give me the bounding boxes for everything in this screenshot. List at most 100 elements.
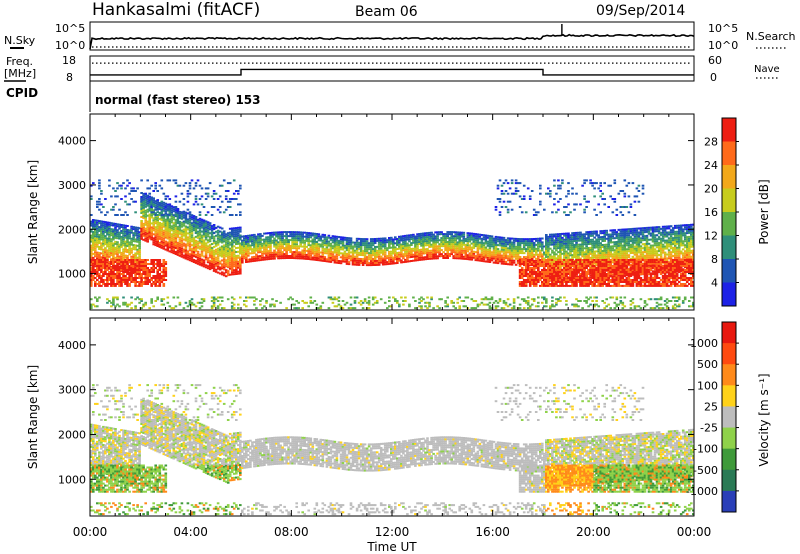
rti-cell bbox=[218, 248, 222, 251]
rti-cell bbox=[561, 258, 564, 261]
rti-cell bbox=[291, 247, 294, 250]
rti-cell bbox=[237, 226, 240, 229]
rti-cell bbox=[126, 271, 129, 273]
rti-cell bbox=[516, 190, 520, 192]
rti-cell bbox=[108, 263, 111, 266]
rti-cell bbox=[249, 244, 252, 247]
rti-cell bbox=[154, 244, 158, 247]
rti-cell bbox=[482, 248, 486, 251]
rti-cell bbox=[98, 228, 101, 231]
rti-cell bbox=[156, 284, 160, 287]
rti-cell bbox=[106, 211, 109, 214]
rti-cell bbox=[484, 260, 488, 263]
rti-cell bbox=[476, 245, 480, 248]
rti-cell bbox=[512, 307, 516, 310]
rti-cell bbox=[180, 251, 184, 254]
rti-cell bbox=[122, 230, 125, 233]
rti-cell bbox=[148, 279, 152, 281]
rti-cell bbox=[144, 267, 148, 269]
rti-cell bbox=[138, 231, 141, 234]
rti-cell bbox=[518, 265, 522, 267]
rti-cell bbox=[136, 277, 139, 279]
rti-cell bbox=[402, 245, 405, 248]
rti-cell bbox=[180, 211, 184, 214]
rti-cell bbox=[110, 228, 113, 231]
rti-cell bbox=[100, 277, 103, 279]
rti-cell bbox=[518, 269, 522, 271]
rti-cell bbox=[128, 303, 131, 306]
rti-cell bbox=[112, 283, 115, 285]
rti-cell bbox=[210, 259, 214, 261]
rti-cell bbox=[365, 264, 369, 267]
rti-cell bbox=[148, 225, 152, 228]
rti-cell bbox=[116, 237, 119, 240]
rti-cell bbox=[110, 246, 113, 249]
rti-cell bbox=[132, 271, 135, 273]
rti-cell bbox=[138, 241, 141, 244]
rti-cell bbox=[168, 244, 172, 247]
rti-cell bbox=[440, 253, 443, 256]
rti-cell bbox=[210, 255, 214, 257]
rti-cell bbox=[148, 217, 152, 220]
rti-cell bbox=[490, 243, 494, 246]
rti-cell bbox=[553, 198, 556, 200]
rti-cell bbox=[379, 237, 383, 240]
rti-cell bbox=[158, 222, 162, 224]
rti-cell bbox=[222, 179, 226, 182]
rti-cell bbox=[216, 251, 220, 254]
rti-cell bbox=[520, 281, 524, 283]
rti-cell bbox=[526, 260, 530, 263]
rti-cell bbox=[94, 221, 97, 224]
rti-cell bbox=[144, 227, 148, 230]
rti-cell bbox=[468, 244, 472, 247]
rti-cell bbox=[212, 257, 216, 260]
rti-cell bbox=[532, 238, 536, 240]
rti-cell bbox=[369, 252, 373, 255]
rti-cell bbox=[446, 305, 450, 308]
rti-cell bbox=[502, 236, 506, 239]
rti-cell bbox=[100, 259, 103, 261]
rti-cell bbox=[232, 229, 236, 232]
rti-cell bbox=[178, 200, 182, 203]
rti-cell bbox=[379, 251, 383, 254]
rti-cell bbox=[460, 241, 464, 244]
rti-cell bbox=[317, 239, 321, 242]
rti-cell bbox=[549, 235, 552, 238]
rti-cell bbox=[212, 300, 216, 302]
rti-cell bbox=[293, 239, 296, 242]
rti-cell bbox=[122, 254, 125, 257]
rti-cell bbox=[273, 257, 276, 260]
rti-cell bbox=[305, 233, 309, 236]
rti-cell bbox=[563, 273, 566, 275]
rti-cell bbox=[251, 256, 254, 259]
rti-cell bbox=[158, 234, 162, 236]
rti-cell bbox=[343, 238, 347, 241]
rti-cell bbox=[528, 275, 532, 277]
rti-cell bbox=[279, 255, 282, 258]
rti-cell bbox=[530, 261, 534, 263]
rti-cell bbox=[510, 182, 514, 185]
rti-cell bbox=[243, 303, 246, 306]
rti-cell bbox=[100, 244, 103, 247]
rti-cell bbox=[156, 298, 160, 301]
rti-cell bbox=[152, 267, 156, 269]
rti-cell bbox=[198, 259, 202, 262]
rti-cell bbox=[476, 303, 480, 306]
rti-cell bbox=[126, 231, 129, 233]
rti-cell bbox=[142, 267, 145, 269]
rti-cell bbox=[106, 279, 109, 281]
rti-cell bbox=[396, 301, 399, 304]
rti-cell bbox=[545, 298, 548, 301]
rti-cell bbox=[446, 247, 450, 249]
rti-cell bbox=[253, 300, 256, 302]
rti-cell bbox=[148, 198, 152, 200]
rti-cell bbox=[192, 229, 196, 232]
rti-cell bbox=[158, 261, 162, 263]
rti-cell bbox=[146, 234, 150, 237]
rti-cell bbox=[148, 275, 152, 277]
rti-cell bbox=[136, 236, 139, 239]
rti-cell bbox=[106, 251, 109, 254]
rti-cell bbox=[311, 246, 315, 249]
rti-cell bbox=[275, 231, 278, 234]
rti-cell bbox=[261, 252, 264, 255]
